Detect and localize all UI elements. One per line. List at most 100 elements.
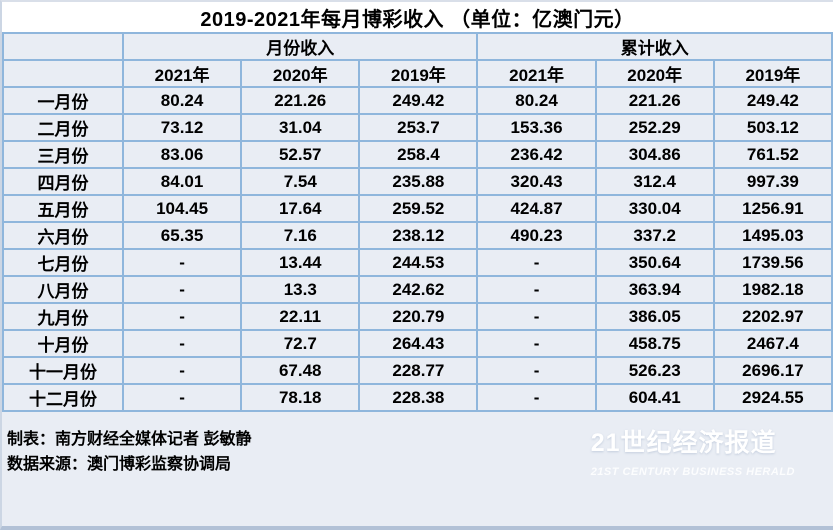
table-row: 四月份 84.01 7.54 235.88 320.43 312.4 997.39 [2,167,833,196]
month-cell: 十二月份 [2,383,124,412]
value-cell: 258.4 [358,140,479,169]
value-cell: 244.53 [358,248,479,277]
year-header: 2019年 [358,59,479,88]
value-cell: 220.79 [358,302,479,331]
value-cell: - [476,329,597,358]
value-cell: 761.52 [712,140,833,169]
value-cell: 264.43 [358,329,479,358]
watermark-logo: 21世纪经济报道 21ST CENTURY BUSINESS HERALD [591,424,795,481]
value-cell: 13.44 [240,248,361,277]
month-cell: 二月份 [2,113,124,142]
value-cell: 249.42 [358,86,479,115]
value-cell: 490.23 [476,221,597,250]
value-cell: 221.26 [594,86,715,115]
value-cell: - [121,383,243,412]
table-row: 十月份 -72.7 264.43-458.75 2467.4 [2,329,833,358]
month-cell: 四月份 [2,167,124,196]
watermark-en-text: 21ST CENTURY BUSINESS HERALD [590,465,795,478]
value-cell: 503.12 [712,113,833,142]
group-header-cumulative: 累计收入 [476,32,833,61]
table-row: 九月份 -22.11 220.79-386.05 2202.97 [2,302,833,331]
month-cell: 十一月份 [2,356,124,385]
value-cell: 320.43 [476,167,597,196]
year-header-row: 2021年 2020年 2019年 2021年 2020年 2019年 [2,59,833,88]
table-row: 三月份 83.06 52.57 258.4 236.42 304.86 761.52 [2,140,833,169]
value-cell: 17.64 [240,194,361,223]
value-cell: 80.24 [121,86,243,115]
value-cell: 7.16 [240,221,361,250]
value-cell: 83.06 [121,140,243,169]
value-cell: 22.11 [240,302,361,331]
value-cell: - [121,302,243,331]
value-cell: 350.64 [594,248,715,277]
corner-cell-top [2,32,124,61]
corner-cell-bottom [2,59,124,88]
credit-line: 制表：南方财经全媒体记者 彭敏静 [7,431,252,448]
value-cell: 2924.55 [712,383,833,412]
value-cell: 363.94 [594,275,715,304]
value-cell: 2202.97 [712,302,833,331]
value-cell: 337.2 [594,221,715,250]
value-cell: 7.54 [240,167,361,196]
table-row: 六月份 65.35 7.16 238.12 490.23 337.2 1495.03 [2,221,833,250]
value-cell: 458.75 [594,329,715,358]
value-cell: 52.57 [240,140,361,169]
value-cell: 252.29 [594,113,715,142]
value-cell: - [476,275,597,304]
value-cell: 104.45 [121,194,243,223]
source-line: 数据来源：澳门博彩监察协调局 [7,455,232,473]
month-cell: 十月份 [2,329,124,358]
value-cell: 1982.18 [712,275,833,304]
group-header-row: 月份收入 累计收入 [2,32,833,61]
table-row: 七月份 -13.44 244.53-350.64 1739.56 [2,248,833,277]
month-cell: 六月份 [2,221,124,250]
value-cell: 242.62 [358,275,479,304]
table-row: 二月份 73.12 31.04 253.7 153.36 252.29 503.12 [2,113,833,142]
value-cell: - [476,302,597,331]
value-cell: 249.42 [712,86,833,115]
value-cell: 386.05 [594,302,715,331]
value-cell: 304.86 [594,140,715,169]
value-cell: 236.42 [476,140,597,169]
value-cell: 65.35 [121,221,243,250]
value-cell: - [121,248,243,277]
table-row: 十二月份 -78.18 228.38-604.41 2924.55 [2,383,833,412]
value-cell: 238.12 [358,221,479,250]
value-cell: 604.41 [594,383,715,412]
value-cell: 67.48 [240,356,361,385]
value-cell: 235.88 [358,167,479,196]
value-cell: 78.18 [240,383,361,412]
value-cell: 330.04 [594,194,715,223]
value-cell: 228.77 [358,356,479,385]
value-cell: 2696.17 [712,356,833,385]
year-header: 2019年 [712,59,833,88]
month-cell: 三月份 [2,140,124,169]
value-cell: - [476,383,597,412]
year-header: 2020年 [594,59,715,88]
value-cell: 228.38 [358,383,479,412]
value-cell: 424.87 [476,194,597,223]
month-cell: 九月份 [2,302,124,331]
value-cell: 153.36 [476,113,597,142]
value-cell: 31.04 [240,113,361,142]
revenue-table: 月份收入 累计收入 2021年 2020年 2019年 2021年 2020年 2019年… [2,32,833,412]
value-cell: - [121,329,243,358]
value-cell: 80.24 [476,86,597,115]
value-cell: 253.7 [358,113,479,142]
value-cell: 259.52 [358,194,479,223]
value-cell: 1256.91 [712,194,833,223]
value-cell: 312.4 [594,167,715,196]
table-row: 十一月份 -67.48 228.77-526.23 2696.17 [2,356,833,385]
year-header: 2020年 [240,59,361,88]
value-cell: 221.26 [240,86,361,115]
year-header: 2021年 [476,59,597,88]
value-cell: 2467.4 [712,329,833,358]
year-header: 2021年 [121,59,243,88]
group-header-monthly: 月份收入 [121,32,479,61]
table-row: 八月份 -13.3 242.62-363.94 1982.18 [2,275,833,304]
page-title: 2019-2021年每月博彩收入 （单位：亿澳门元） [2,2,833,32]
value-cell: 84.01 [121,167,243,196]
month-cell: 八月份 [2,275,124,304]
value-cell: - [121,356,243,385]
